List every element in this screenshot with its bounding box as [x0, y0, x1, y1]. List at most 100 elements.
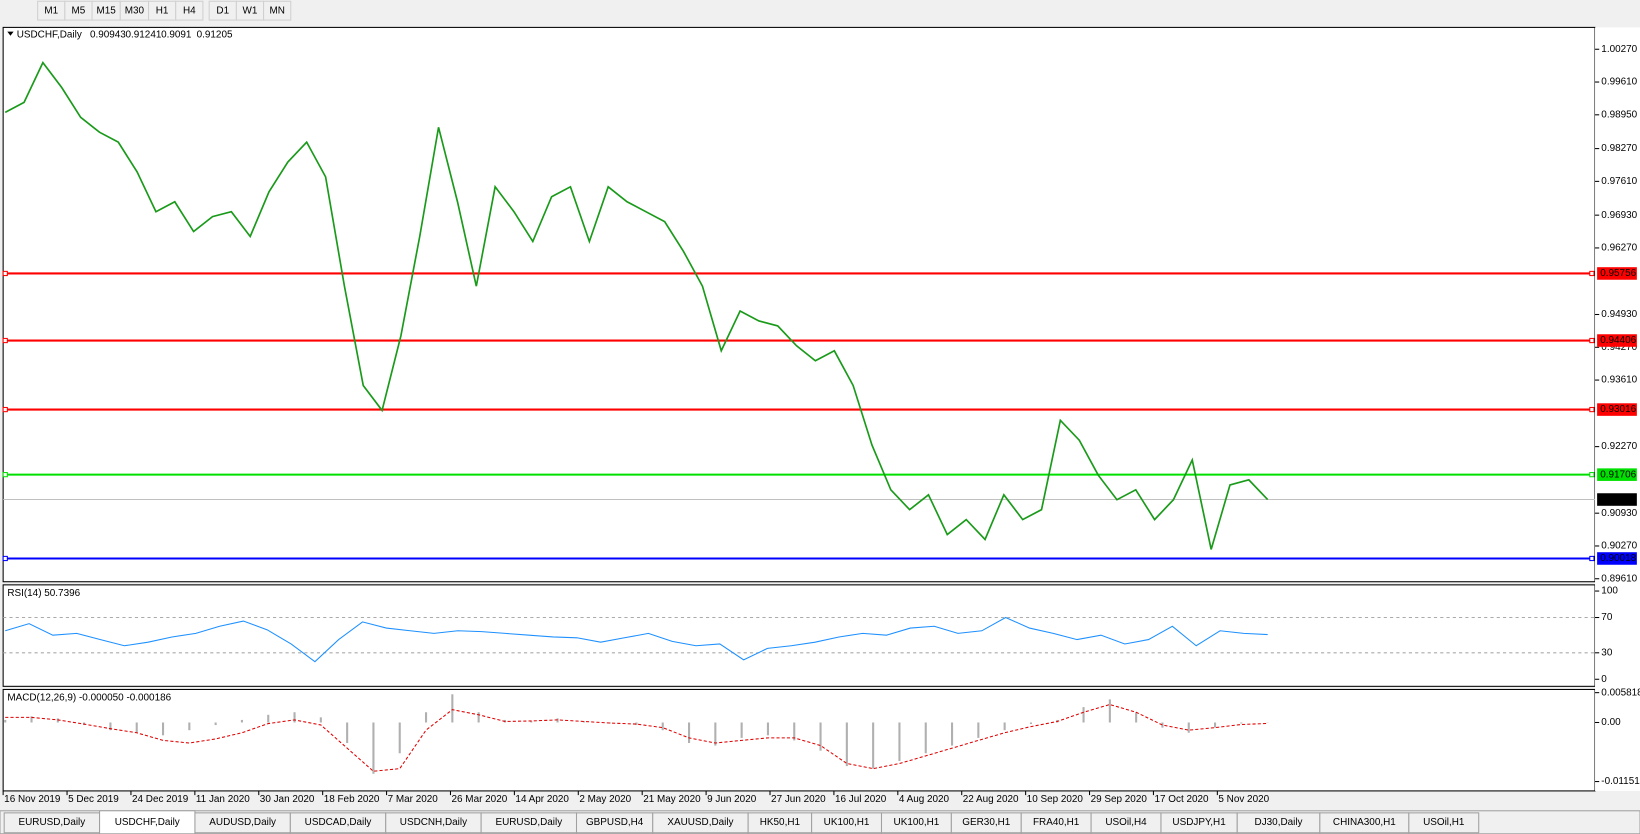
y-tick-label: 0.89610: [1601, 573, 1637, 584]
tab-label[interactable]: UK100,H1: [894, 817, 940, 828]
tab-label[interactable]: GER30,H1: [962, 817, 1010, 828]
tab-label[interactable]: CHINA300,H1: [1333, 817, 1396, 828]
y-tick-label: 30: [1601, 647, 1613, 658]
y-tick-label: 0.93610: [1601, 375, 1637, 386]
tab-label[interactable]: USOil,H4: [1105, 817, 1147, 828]
x-tick-label: 10 Sep 2020: [1027, 794, 1084, 805]
y-tick-label: 1.00270: [1601, 44, 1637, 55]
y-tick-label: 0.94270: [1601, 342, 1637, 353]
y-tick-label: 0: [1601, 674, 1607, 685]
tab[interactable]: [1408, 812, 1480, 834]
level-label-bg: [1597, 267, 1637, 280]
tab-label[interactable]: GBPUSD,H4: [586, 817, 644, 828]
tab-label[interactable]: USDCAD,Daily: [305, 817, 372, 828]
tab-label[interactable]: XAUUSD,Daily: [667, 817, 733, 828]
macd-panel: [2, 688, 1596, 792]
x-tick-label: 5 Nov 2020: [1218, 794, 1269, 805]
level-label-bg: [1597, 334, 1637, 347]
level-label: 0.94406: [1600, 335, 1636, 346]
level-handle: [1589, 270, 1595, 277]
timeframe-label[interactable]: W1: [243, 5, 258, 16]
histogram-bar: [424, 712, 428, 723]
y-tick-label: 0.90270: [1601, 541, 1637, 552]
timeframe-label[interactable]: M5: [72, 5, 86, 16]
level-label: 0.95756: [1600, 268, 1636, 279]
histogram-bar: [372, 722, 375, 774]
tab-label[interactable]: USOil,H1: [1423, 817, 1465, 828]
tab-label[interactable]: EURUSD,Daily: [495, 817, 562, 828]
indicator-title: MACD(12,26,9) -0.000050 -0.000186: [7, 692, 171, 703]
level-label-bg: [1597, 552, 1637, 565]
histogram-bar: [56, 718, 59, 723]
level-handle: [2, 337, 8, 344]
x-tick-label: 26 Mar 2020: [452, 794, 508, 805]
x-tick-label: 27 Jun 2020: [771, 794, 826, 805]
level-handle: [2, 555, 8, 562]
x-tick-label: 18 Feb 2020: [324, 794, 380, 805]
histogram-bar: [687, 722, 691, 744]
histogram-bar: [819, 722, 822, 751]
histogram-bar: [740, 722, 743, 738]
y-tick-label: 0.92270: [1601, 441, 1637, 452]
signal-line: [5, 703, 1268, 772]
tab-label[interactable]: USDCHF,Daily: [115, 817, 180, 828]
histogram-bar: [977, 722, 980, 738]
level-handle: [1589, 406, 1595, 413]
level-label-bg: [1597, 468, 1637, 481]
timeframe-label[interactable]: M30: [125, 5, 145, 16]
histogram-bar: [293, 712, 296, 723]
histogram-bar: [109, 722, 112, 731]
histogram-bar: [267, 714, 270, 723]
histogram-bar: [582, 720, 585, 723]
tab-label[interactable]: UK100,H1: [824, 817, 870, 828]
x-tick-label: 16 Nov 2019: [4, 794, 61, 805]
timeframe-label[interactable]: D1: [216, 5, 229, 16]
ohlc-value: 0.91241: [126, 29, 162, 40]
timeframe-label[interactable]: M15: [97, 5, 117, 16]
histogram-bar: [398, 722, 401, 754]
timeframe-label[interactable]: H4: [183, 5, 196, 16]
y-tick-label: 0.90930: [1601, 508, 1637, 519]
histogram-bar: [4, 719, 7, 723]
level-handle: [1589, 337, 1595, 344]
level-handle: [2, 472, 8, 478]
tab-label[interactable]: AUDUSD,Daily: [209, 817, 276, 828]
y-tick-label: 0.96930: [1601, 210, 1637, 221]
level-label: 0.90018: [1600, 553, 1636, 564]
series-line: [4, 61, 1269, 550]
tab-label[interactable]: DJ30,Daily: [1255, 817, 1303, 828]
x-tick-label: 7 Mar 2020: [388, 794, 439, 805]
tab-label[interactable]: USDJPY,H1: [1172, 817, 1226, 828]
histogram-bar: [161, 722, 165, 736]
histogram-bar: [793, 722, 796, 741]
histogram-bar: [872, 722, 875, 769]
y-tick-label: 0.97610: [1601, 176, 1637, 187]
toolbar: [0, 0, 1640, 23]
x-tick-label: 2 May 2020: [579, 794, 631, 805]
indicator-title: RSI(14) 50.7396: [7, 588, 80, 599]
histogram-bar: [451, 694, 454, 723]
tab-label[interactable]: FRA40,H1: [1033, 817, 1080, 828]
timeframe-button[interactable]: [263, 0, 292, 21]
histogram-bar: [924, 722, 927, 754]
x-tick-label: 29 Sep 2020: [1091, 794, 1148, 805]
y-tick-label: -0.011514: [1601, 776, 1640, 787]
histogram-bar: [135, 722, 138, 733]
timeframe-label[interactable]: M1: [44, 5, 58, 16]
tab-label[interactable]: HK50,H1: [760, 817, 801, 828]
x-tick-label: 30 Jan 2020: [260, 794, 315, 805]
tab-label[interactable]: USDCNH,Daily: [400, 817, 467, 828]
histogram-bar: [714, 722, 717, 746]
x-tick-label: 14 Apr 2020: [515, 794, 569, 805]
x-tick-label: 21 May 2020: [643, 794, 701, 805]
timeframe-label[interactable]: MN: [269, 5, 284, 16]
timeframe-label[interactable]: H1: [156, 5, 169, 16]
timeframe-button[interactable]: [175, 0, 204, 21]
tab-label[interactable]: EURUSD,Daily: [19, 817, 86, 828]
histogram-bar: [1161, 722, 1164, 728]
histogram-bar: [30, 716, 33, 723]
y-tick-label: 0.005818: [1601, 687, 1640, 698]
chart-title: USDCHF,Daily: [17, 29, 82, 40]
y-tick-label: 100: [1601, 586, 1618, 597]
